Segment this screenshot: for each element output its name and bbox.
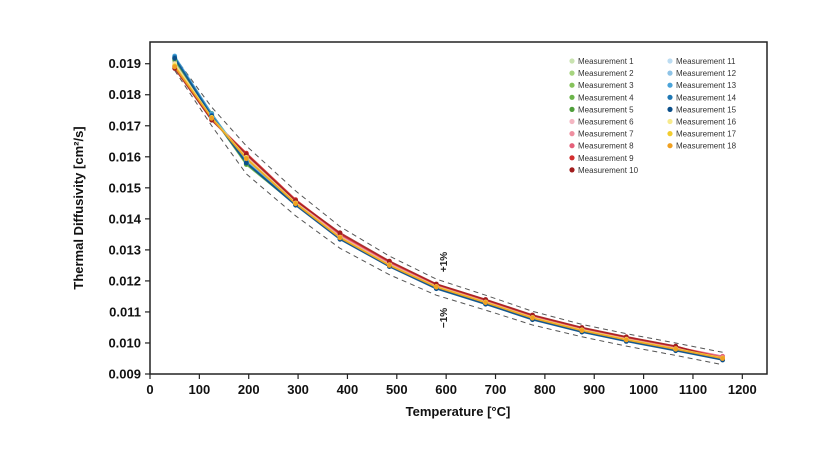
- legend-marker: [667, 106, 673, 112]
- legend-marker: [667, 94, 673, 100]
- legend-marker: [569, 167, 575, 173]
- x-tick-label: 100: [189, 382, 211, 397]
- data-point: [172, 64, 178, 70]
- y-tick-label: 0.014: [108, 211, 141, 226]
- x-tick-label: 1200: [728, 382, 757, 397]
- legend-label: Measurement 6: [578, 118, 634, 127]
- plot-frame: [149, 41, 768, 375]
- y-tick-label: 0.011: [109, 304, 141, 319]
- x-axis: 0 100 200 300 400 500 600 700 800 900 1000 1100 1200: [146, 374, 757, 397]
- series-points: [172, 53, 725, 363]
- legend-label: Measurement 12: [676, 69, 737, 78]
- legend-label: Measurement 8: [578, 142, 634, 151]
- data-point: [387, 263, 392, 268]
- legend-label: Measurement 9: [578, 154, 634, 163]
- y-axis-title: Thermal Diffusivity [cm²/s]: [71, 126, 86, 289]
- legend-label: Measurement 1: [578, 57, 634, 66]
- tolerance-bands: [174, 56, 723, 366]
- legend-label: Measurement 17: [676, 130, 737, 139]
- data-point: [172, 56, 178, 61]
- legend-label: Measurement 10: [578, 166, 639, 175]
- lower-band-label: −1%: [439, 308, 450, 328]
- y-tick-label: 0.009: [108, 367, 141, 382]
- y-tick-label: 0.016: [108, 149, 141, 164]
- y-tick-label: 0.015: [108, 180, 141, 195]
- legend-marker: [667, 58, 673, 64]
- upper-band-label: +1%: [439, 252, 450, 272]
- legend-marker: [569, 58, 575, 64]
- legend-marker: [667, 70, 673, 76]
- data-point: [530, 315, 535, 321]
- legend-marker: [569, 70, 575, 76]
- y-axis: 0.009 0.010 0.011 0.012 0.013 0.014 0.015 0.016…: [108, 56, 150, 382]
- lower-tolerance-line: [174, 70, 723, 366]
- legend-label: Measurement 18: [676, 142, 737, 151]
- legend-marker: [569, 143, 575, 149]
- x-tick-label: 900: [583, 382, 605, 397]
- y-tick-label: 0.018: [108, 87, 141, 102]
- legend-label: Measurement 2: [578, 69, 634, 78]
- legend-label: Measurement 3: [578, 81, 634, 90]
- data-point: [337, 235, 343, 241]
- data-point: [433, 284, 439, 290]
- legend-marker: [569, 106, 575, 112]
- x-tick-label: 1000: [629, 382, 658, 397]
- data-point: [623, 337, 629, 343]
- legend-label: Measurement 13: [676, 81, 737, 90]
- legend-marker: [569, 155, 575, 161]
- x-tick-label: 600: [435, 382, 457, 397]
- data-point: [483, 300, 488, 305]
- y-tick-label: 0.019: [108, 56, 141, 71]
- y-tick-label: 0.012: [108, 273, 141, 288]
- y-tick-label: 0.010: [108, 335, 141, 350]
- x-tick-label: 300: [287, 382, 309, 397]
- x-tick-label: 500: [386, 382, 408, 397]
- legend-label: Measurement 15: [676, 105, 737, 114]
- legend-label: Measurement 16: [676, 118, 737, 127]
- legend-marker: [667, 143, 673, 149]
- data-point: [720, 356, 725, 361]
- x-tick-label: 700: [485, 382, 507, 397]
- legend-label: Measurement 14: [676, 93, 737, 102]
- x-tick-label: 400: [337, 382, 359, 397]
- x-tick-label: 200: [238, 382, 260, 397]
- data-point: [209, 115, 215, 121]
- legend-marker: [569, 118, 575, 125]
- legend-marker: [569, 82, 575, 88]
- legend-label: Measurement 7: [578, 130, 634, 139]
- data-point: [673, 346, 679, 352]
- legend: Measurement 1 Measurement 2 Measurement 3 M…: [569, 57, 737, 175]
- x-tick-label: 1100: [679, 382, 707, 397]
- legend-label: Measurement 11: [676, 57, 736, 66]
- y-tick-label: 0.017: [108, 118, 141, 133]
- legend-marker: [569, 94, 575, 100]
- data-point: [293, 201, 298, 207]
- x-tick-label: 800: [534, 382, 556, 397]
- data-point: [337, 230, 343, 236]
- legend-label: Measurement 4: [578, 93, 634, 102]
- legend-marker: [667, 82, 673, 88]
- data-point: [243, 156, 249, 162]
- legend-label: Measurement 5: [578, 105, 634, 114]
- data-point: [579, 328, 585, 333]
- legend-marker: [569, 131, 575, 137]
- data-point: [387, 258, 392, 264]
- data-point: [243, 160, 249, 166]
- legend-marker: [667, 118, 673, 125]
- x-axis-title: Temperature [°C]: [406, 404, 511, 419]
- legend-marker: [667, 131, 673, 137]
- x-tick-label: 0: [146, 382, 153, 397]
- y-tick-label: 0.013: [108, 242, 141, 257]
